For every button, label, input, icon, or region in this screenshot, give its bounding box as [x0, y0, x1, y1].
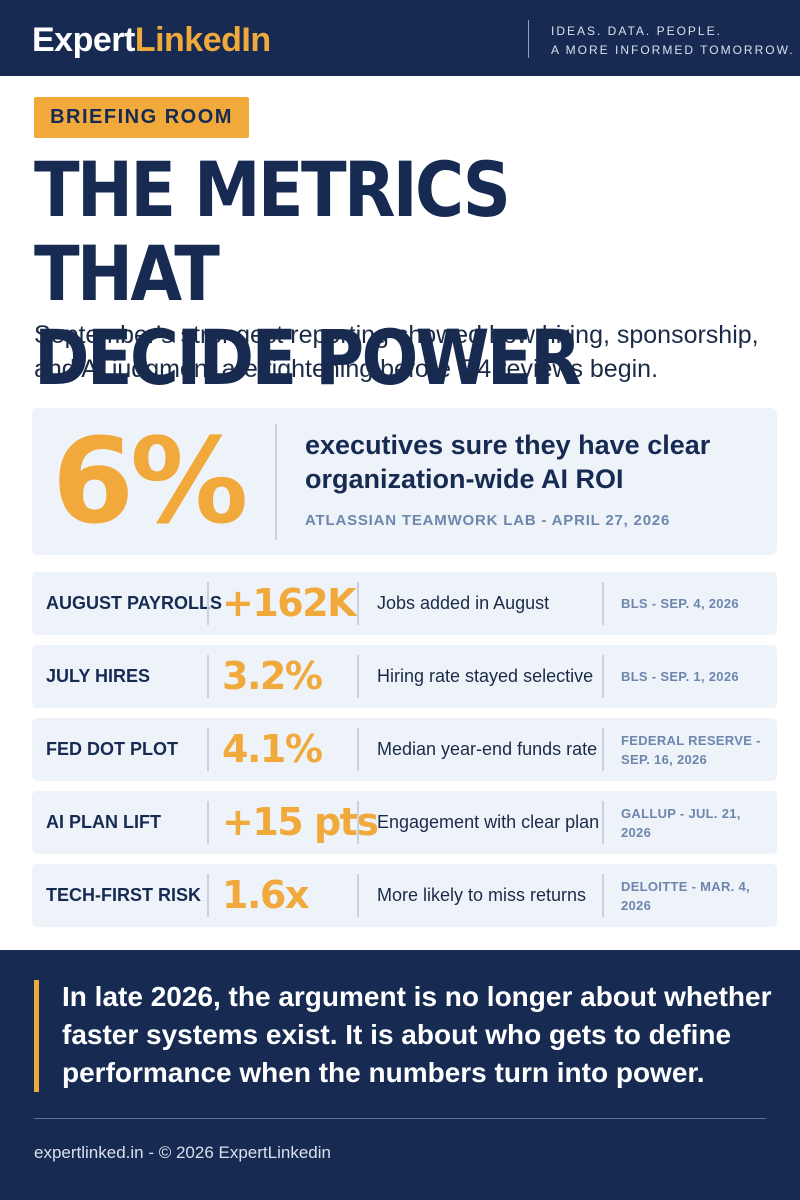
stat-divider	[357, 655, 359, 698]
hero-stat-text: executives sure they have clear organiza…	[305, 430, 711, 494]
title-line2: DECIDE POWER	[34, 313, 581, 402]
brand-logo[interactable]: ExpertLinkedIn	[32, 20, 271, 60]
stat-source: BLS - SEP. 4, 2026	[621, 596, 739, 611]
stat-source: GALLUP - JUL. 21, 2026	[621, 805, 741, 840]
stat-description: Hiring rate stayed selective	[377, 666, 594, 686]
tagline-line2: A MORE INFORMED TOMORROW.	[551, 43, 795, 57]
title-line1: THE METRICS THAT	[34, 145, 511, 318]
stat-divider	[207, 728, 209, 771]
stat-description: Engagement with clear plan	[377, 812, 600, 832]
section-badge: BRIEFING ROOM	[34, 97, 249, 138]
stat-label: AUGUST PAYROLLS	[46, 593, 223, 613]
stat-divider	[602, 728, 604, 771]
brand-logo-part1: Expert	[32, 21, 135, 59]
stat-divider	[602, 582, 604, 625]
stat-row-fed-dot-plot: FED DOT PLOT 4.1% Median year-end funds …	[32, 718, 777, 781]
stats-list: AUGUST PAYROLLS +162K Jobs added in Augu…	[32, 572, 777, 937]
stat-divider	[602, 655, 604, 698]
stat-label: AI PLAN LIFT	[46, 812, 161, 832]
hero-stat-value: 6%	[52, 412, 248, 550]
stat-source: DELOITTE - MAR. 4, 2026	[621, 878, 750, 913]
stat-divider	[207, 655, 209, 698]
stat-row-july-hires: JULY HIRES 3.2% Hiring rate stayed selec…	[32, 645, 777, 708]
tagline-line1: IDEAS. DATA. PEOPLE.	[551, 24, 722, 38]
stat-value: +15 pts	[222, 800, 379, 844]
quote-accent-bar	[34, 980, 39, 1092]
stat-source: FEDERAL RESERVE - SEP. 16, 2026	[621, 732, 761, 767]
stat-divider	[207, 582, 209, 625]
brand-logo-part2: LinkedIn	[134, 21, 271, 59]
header-divider	[528, 20, 529, 58]
site-footer: In late 2026, the argument is no longer …	[0, 950, 800, 1200]
stat-row-august-payrolls: AUGUST PAYROLLS +162K Jobs added in Augu…	[32, 572, 777, 635]
stat-label: FED DOT PLOT	[46, 739, 178, 759]
stat-value: +162K	[222, 581, 357, 625]
hero-stat-card: 6% executives sure they have clear organ…	[32, 408, 777, 555]
stat-row-tech-first-risk: TECH-FIRST RISK 1.6x More likely to miss…	[32, 864, 777, 927]
stat-divider	[357, 728, 359, 771]
header-tagline: IDEAS. DATA. PEOPLE. A MORE INFORMED TOM…	[551, 22, 795, 60]
stat-row-ai-plan-lift: AI PLAN LIFT +15 pts Engagement with cle…	[32, 791, 777, 854]
stat-divider	[602, 801, 604, 844]
stat-label: JULY HIRES	[46, 666, 151, 686]
hero-divider	[275, 424, 277, 540]
stat-description: Median year-end funds rate	[377, 739, 598, 759]
stat-divider	[602, 874, 604, 917]
footer-credit[interactable]: expertlinked.in - © 2026 ExpertLinkedin	[34, 1143, 331, 1162]
stat-value: 3.2%	[222, 654, 323, 698]
stat-divider	[357, 801, 359, 844]
subheadline: September's strongest reporting showed h…	[34, 321, 759, 383]
closing-quote: In late 2026, the argument is no longer …	[62, 981, 772, 1088]
stat-divider	[207, 801, 209, 844]
stat-description: More likely to miss returns	[377, 885, 587, 905]
stat-label: TECH-FIRST RISK	[46, 885, 201, 905]
stat-value: 4.1%	[222, 727, 323, 771]
page-title: THE METRICS THAT DECIDE POWER	[34, 148, 685, 400]
site-header: ExpertLinkedIn IDEAS. DATA. PEOPLE. A MO…	[0, 0, 800, 76]
stat-divider	[207, 874, 209, 917]
hero-stat-source: ATLASSIAN TEAMWORK LAB - APRIL 27, 2026	[305, 512, 671, 529]
stat-value: 1.6x	[222, 873, 309, 917]
stat-source: BLS - SEP. 1, 2026	[621, 669, 739, 684]
stat-description: Jobs added in August	[377, 593, 550, 613]
footer-divider	[34, 1118, 766, 1119]
stat-divider	[357, 874, 359, 917]
stat-divider	[357, 582, 359, 625]
